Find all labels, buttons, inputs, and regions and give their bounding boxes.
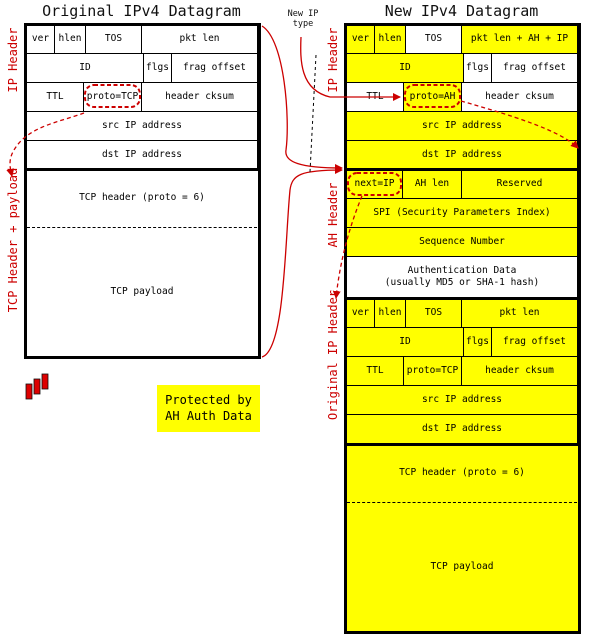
new-tcp-payload: TCP payload [346, 502, 578, 632]
ah-inner-separator [345, 297, 579, 300]
arrow-next-ip-to-inner [332, 195, 363, 299]
new-tcp-divider [347, 502, 577, 503]
inner-tcp-separator [345, 443, 579, 446]
proto-ah-highlight [404, 84, 461, 108]
field-frag-offset: frag offset [171, 53, 258, 83]
original-datagram-title: Original IPv4 Datagram [42, 2, 241, 20]
ip-tcp-separator [25, 168, 259, 171]
inner-field-ttl: TTL [346, 356, 404, 386]
ah-field-spi: SPI (Security Parameters Index) [346, 198, 578, 228]
new-field-header-cksum: header cksum [461, 82, 578, 112]
inner-field-dst-ip: dst IP address [346, 414, 578, 444]
field-id: ID [26, 53, 144, 83]
inner-field-header-cksum: header cksum [461, 356, 578, 386]
arrow-ip-header-moved [261, 25, 343, 172]
field-header-cksum: header cksum [141, 82, 258, 112]
ip-ah-separator [345, 168, 579, 171]
field-src-ip: src IP address [26, 111, 258, 141]
new-field-pkt-len: pkt len + AH + IP [461, 25, 578, 54]
new-field-tos: TOS [405, 25, 462, 54]
arrow-new-ip-type [300, 36, 401, 101]
new-datagram-title: New IPv4 Datagram [384, 2, 539, 20]
tcp-payload: TCP payload [26, 227, 258, 357]
inner-field-frag-offset: frag offset [491, 327, 578, 357]
new-ip-type-note: New IP type [287, 9, 319, 29]
arrow-proto-ah-to-ah [460, 100, 579, 149]
new-field-dst-ip: dst IP address [346, 140, 578, 170]
arrow-tcp-moved [261, 166, 343, 358]
legend-protected-box: Protected by AH Auth Data [157, 385, 260, 432]
new-field-frag-offset: frag offset [491, 53, 578, 83]
next-ip-highlight [347, 172, 402, 196]
proto-tcp-highlight [84, 84, 141, 108]
tcp-divider [27, 227, 257, 228]
tcp-header: TCP header (proto = 6) [26, 169, 258, 227]
red-bars-logo-icon [25, 373, 49, 400]
arrow-proto-to-tcp [6, 112, 85, 177]
new-tcp-header: TCP header (proto = 6) [346, 445, 578, 502]
field-flgs: flgs [143, 53, 172, 83]
ah-field-auth-data: Authentication Data (usually MD5 or SHA-… [346, 256, 578, 298]
note-pointer [309, 54, 317, 173]
